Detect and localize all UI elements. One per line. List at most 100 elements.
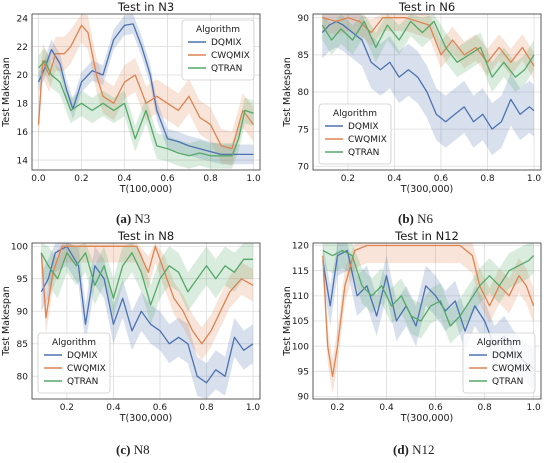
- plot-frame: [31, 242, 261, 400]
- y-tick-label: 75: [298, 125, 309, 135]
- chart-3: 0.2 0.4 0.6 0.8 1.0 80 85 90 95 100 Test in N8 T(30…: [1, 229, 260, 424]
- legend-title: Algorithm: [52, 338, 96, 348]
- series-line-dqmix: [321, 20, 535, 130]
- band-qtran: [322, 14, 534, 92]
- legend: Algorithm DQMIX CWQMIX QTRAN: [462, 332, 536, 394]
- legend-title: Algorithm: [477, 338, 521, 348]
- x-tick-label: 0.2: [341, 174, 355, 184]
- band-qtran: [41, 243, 253, 325]
- chart-title: Test in N8: [117, 229, 174, 243]
- x-tick-label: 0.2: [60, 403, 74, 413]
- legend-title: Algorithm: [196, 25, 240, 35]
- y-tick-label: 95: [298, 368, 309, 378]
- legend-box: [462, 332, 536, 394]
- plot-frame: [312, 13, 542, 171]
- y-tick-label: 22: [17, 43, 28, 53]
- legend-box: [181, 19, 255, 81]
- chart-title: Test in N6: [398, 0, 455, 14]
- y-tick-label: 105: [292, 317, 309, 327]
- band-qtran: [322, 243, 534, 344]
- chart-4: 0.2 0.4 0.6 0.8 1.0 90 95 100 105 110 115 120 Test i…: [282, 229, 542, 424]
- caption-b-label: N6: [417, 211, 434, 226]
- caption-c: (c) N8: [116, 442, 150, 458]
- series-line-dqmix: [40, 245, 254, 384]
- legend-entry-cwqmix: CWQMIX: [211, 51, 250, 61]
- caption-d: (d) N12: [393, 442, 435, 458]
- legend-entry-qtran: QTRAN: [348, 148, 379, 158]
- x-axis-label: T(300,000): [400, 184, 454, 195]
- caption-b-letter: (b): [398, 211, 414, 226]
- x-axis-label: T(300,000): [400, 413, 454, 424]
- band-cwqmix: [322, 14, 534, 80]
- caption-d-letter: (d): [393, 442, 409, 457]
- legend-entry-cwqmix: CWQMIX: [348, 135, 387, 145]
- y-tick-label: 18: [17, 100, 29, 110]
- legend-entry-dqmix: DQMIX: [211, 38, 242, 48]
- y-tick-label: 14: [17, 156, 29, 166]
- caption-b: (b) N6: [398, 211, 433, 227]
- caption-c-label: N8: [133, 442, 150, 457]
- series-line-cwqmix: [40, 245, 254, 345]
- legend-entry-qtran: QTRAN: [492, 377, 523, 387]
- x-tick-label: 0.2: [74, 174, 88, 184]
- x-tick-label: 0.6: [434, 174, 449, 184]
- x-axis-label: T(100,000): [119, 184, 173, 195]
- x-tick-label: 0.8: [477, 403, 492, 413]
- chart-title: Test in N12: [394, 229, 459, 243]
- y-tick-label: 90: [298, 393, 310, 403]
- legend-box: [318, 103, 392, 165]
- band-qtran: [38, 48, 254, 169]
- plot-frame: [312, 242, 542, 400]
- plot-frame: [31, 13, 261, 171]
- y-axis-label: Test Makespan: [1, 286, 12, 357]
- legend-entry-cwqmix: CWQMIX: [492, 364, 531, 374]
- series-line-qtran: [322, 249, 535, 327]
- series-line-qtran: [321, 20, 535, 78]
- caption-a-label: N3: [134, 211, 151, 226]
- y-tick-label: 80: [298, 88, 310, 98]
- x-tick-label: 0.4: [117, 174, 132, 184]
- y-tick-label: 115: [292, 267, 309, 277]
- x-tick-label: 0.4: [106, 403, 121, 413]
- legend: Algorithm DQMIX CWQMIX QTRAN: [318, 103, 392, 165]
- y-tick-label: 85: [298, 51, 309, 61]
- series-line-qtran: [38, 60, 254, 157]
- band-dqmix: [322, 14, 534, 156]
- x-tick-label: 0.2: [330, 403, 344, 413]
- caption-a-letter: (a): [116, 211, 132, 226]
- y-tick-label: 70: [298, 162, 310, 172]
- chart-title: Test in N3: [117, 0, 174, 14]
- band-cwqmix: [322, 243, 534, 394]
- legend: Algorithm DQMIX CWQMIX QTRAN: [37, 332, 111, 394]
- legend-entry-qtran: QTRAN: [67, 377, 98, 387]
- y-tick-label: 100: [292, 342, 309, 352]
- x-tick-label: 1.0: [246, 174, 261, 184]
- x-tick-label: 1.0: [246, 403, 261, 413]
- x-tick-label: 0.8: [203, 174, 218, 184]
- x-tick-label: 0.6: [160, 174, 175, 184]
- series-line-cwqmix: [37, 24, 255, 150]
- legend-box: [37, 332, 111, 394]
- caption-a: (a) N3: [116, 211, 150, 227]
- y-axis-label: Test Makespan: [1, 57, 12, 128]
- chart-1: 0.0 0.2 0.4 0.6 0.8 1.0 14 16 18 20 22 24 Test in N3…: [1, 0, 261, 195]
- y-axis-label: Test Makespan: [282, 286, 293, 357]
- series-line-cwqmix: [322, 17, 535, 67]
- caption-d-label: N12: [412, 442, 435, 457]
- x-tick-label: 1.0: [526, 403, 541, 413]
- y-tick-label: 90: [298, 14, 310, 24]
- legend-entry-dqmix: DQMIX: [348, 122, 379, 132]
- x-tick-label: 0.4: [379, 403, 394, 413]
- band-dqmix: [322, 243, 534, 389]
- y-tick-label: 20: [17, 71, 29, 81]
- series-line-dqmix: [37, 23, 254, 156]
- x-tick-label: 0.8: [480, 174, 495, 184]
- y-tick-label: 100: [11, 242, 28, 252]
- x-tick-label: 0.8: [199, 403, 214, 413]
- x-tick-label: 1.0: [527, 174, 542, 184]
- legend-entry-dqmix: DQMIX: [492, 351, 523, 361]
- y-tick-label: 80: [17, 372, 29, 382]
- y-tick-label: 110: [292, 292, 309, 302]
- legend: Algorithm DQMIX CWQMIX QTRAN: [181, 19, 255, 81]
